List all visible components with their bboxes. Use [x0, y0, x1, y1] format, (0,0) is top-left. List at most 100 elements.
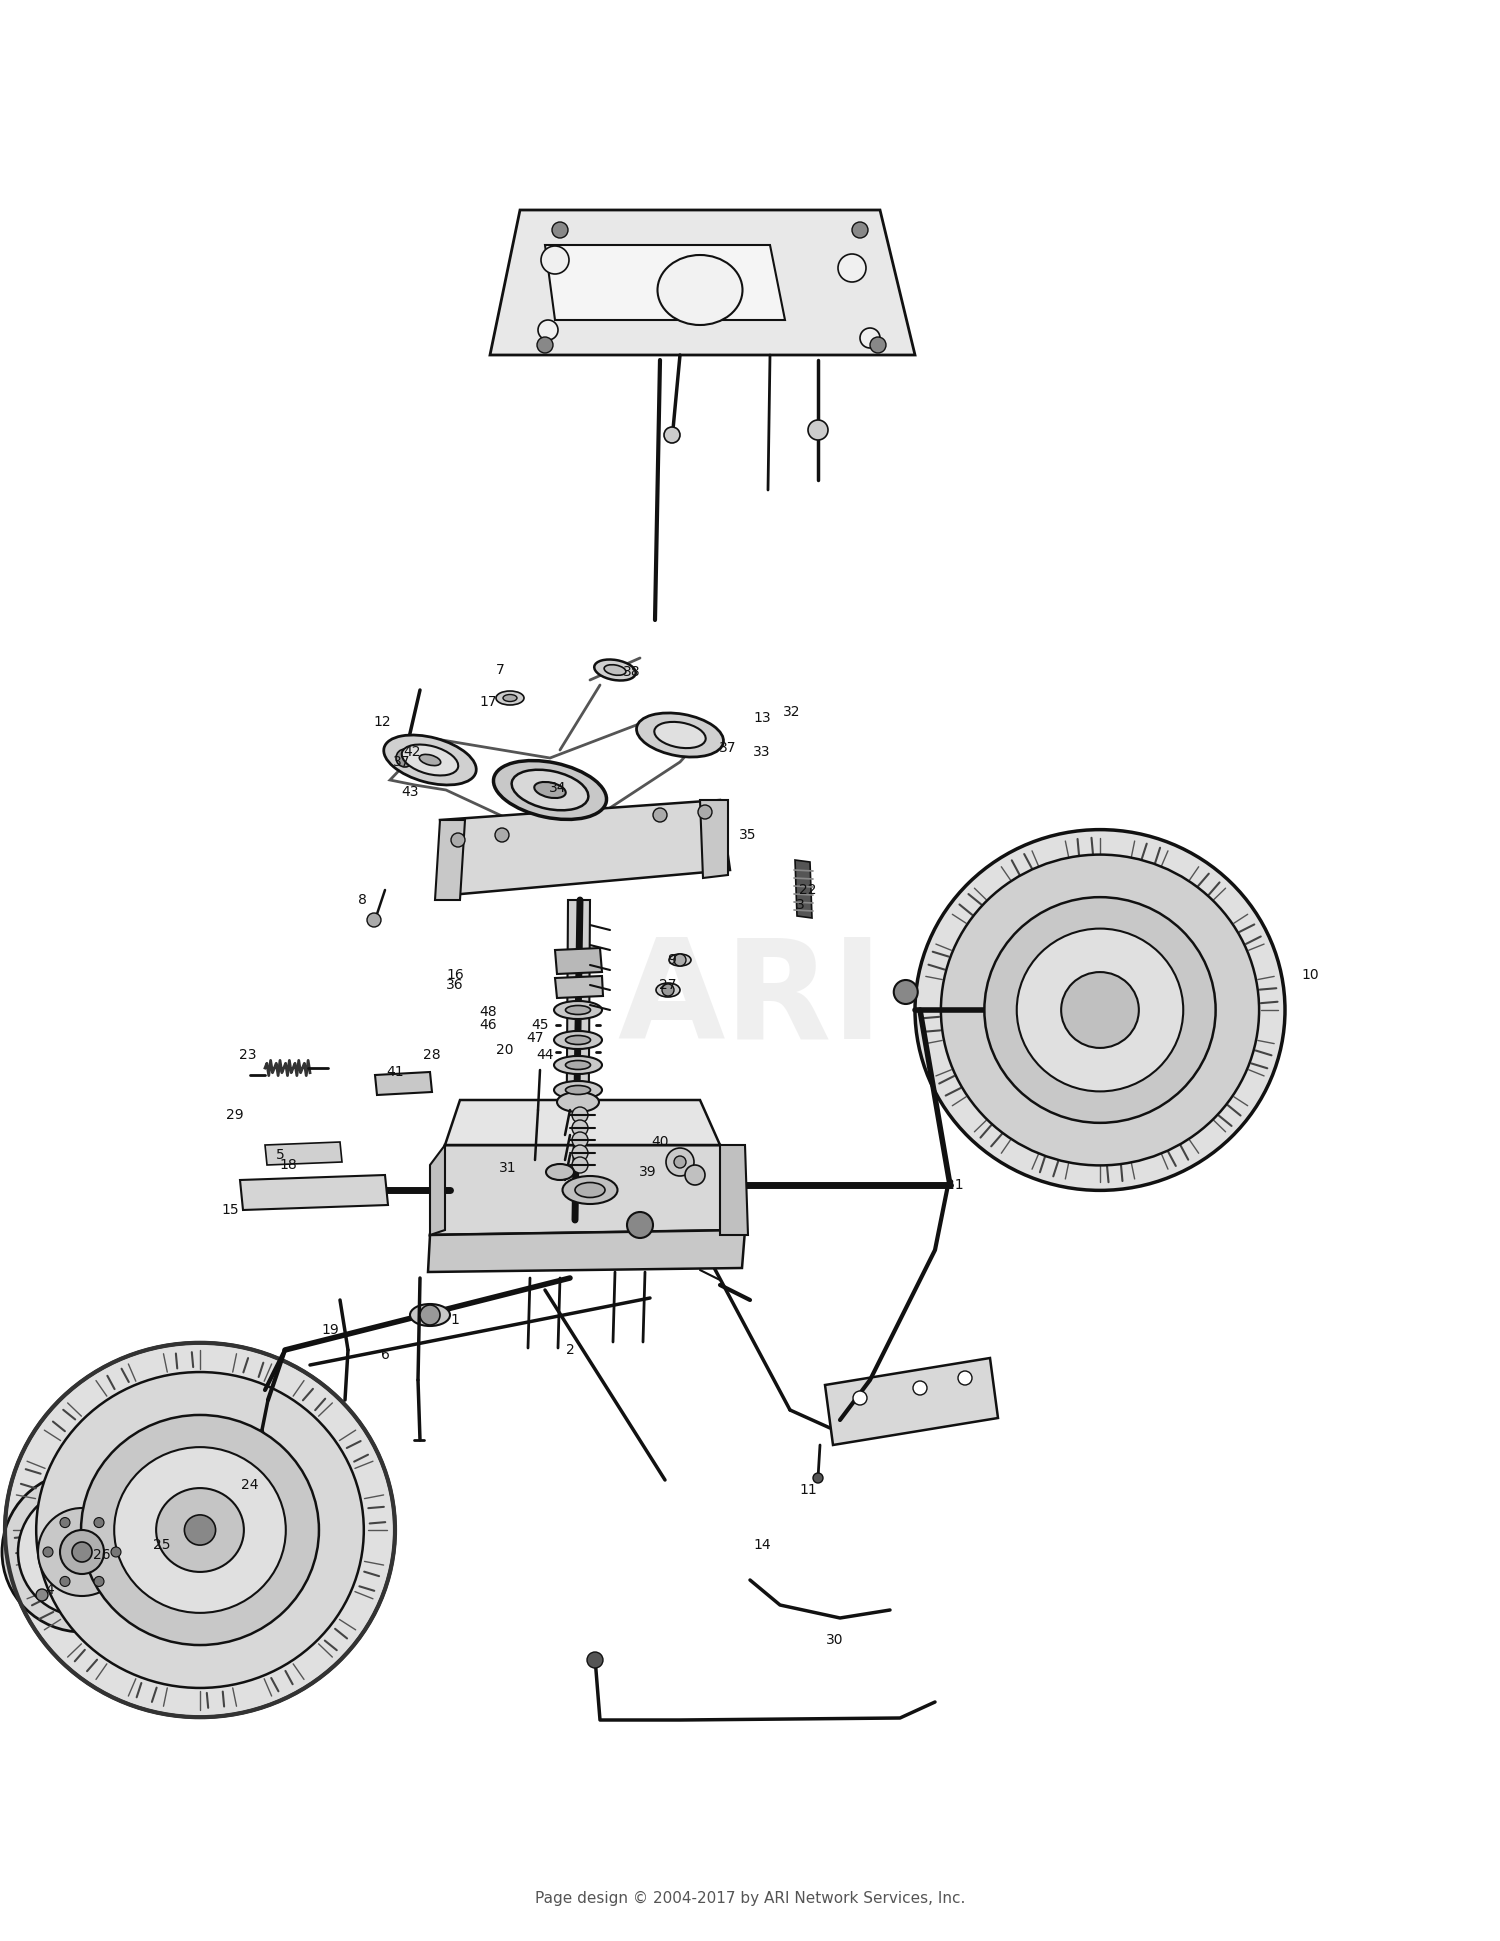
Text: 15: 15: [220, 1203, 238, 1217]
Polygon shape: [555, 976, 603, 998]
Circle shape: [627, 1211, 652, 1238]
Text: 37: 37: [720, 741, 736, 755]
Text: 35: 35: [740, 829, 756, 842]
Circle shape: [852, 221, 868, 239]
Circle shape: [36, 1590, 48, 1601]
Circle shape: [859, 328, 880, 347]
Text: 26: 26: [93, 1549, 111, 1563]
Circle shape: [552, 221, 568, 239]
Ellipse shape: [534, 782, 566, 798]
Ellipse shape: [669, 953, 692, 967]
Polygon shape: [240, 1174, 388, 1209]
Ellipse shape: [554, 1081, 602, 1099]
Ellipse shape: [562, 1176, 618, 1203]
Ellipse shape: [554, 1002, 602, 1019]
Circle shape: [572, 1157, 588, 1172]
Text: 17: 17: [478, 695, 496, 708]
Ellipse shape: [554, 1056, 602, 1073]
Text: 47: 47: [526, 1031, 543, 1044]
Ellipse shape: [184, 1514, 216, 1545]
Text: 36: 36: [446, 978, 464, 992]
Text: 25: 25: [153, 1537, 171, 1553]
Circle shape: [662, 984, 674, 996]
Circle shape: [572, 1132, 588, 1147]
Text: 14: 14: [753, 1537, 771, 1553]
Circle shape: [698, 806, 712, 819]
Text: 2: 2: [566, 1343, 574, 1357]
Ellipse shape: [410, 1304, 450, 1326]
Circle shape: [664, 427, 680, 443]
Polygon shape: [555, 947, 602, 974]
Circle shape: [94, 1518, 104, 1528]
Text: 29: 29: [226, 1108, 244, 1122]
Text: 34: 34: [549, 780, 567, 796]
Polygon shape: [544, 245, 784, 320]
Circle shape: [572, 1106, 588, 1124]
Text: 41: 41: [386, 1066, 404, 1079]
Text: 18: 18: [279, 1159, 297, 1172]
Ellipse shape: [503, 695, 518, 701]
Circle shape: [2, 1471, 162, 1632]
Circle shape: [94, 1576, 104, 1586]
Text: 11: 11: [800, 1483, 818, 1497]
Text: 31: 31: [500, 1161, 517, 1174]
Circle shape: [72, 1541, 92, 1563]
Circle shape: [538, 320, 558, 340]
Circle shape: [452, 833, 465, 846]
Text: Page design © 2004-2017 by ARI Network Services, Inc.: Page design © 2004-2017 by ARI Network S…: [536, 1891, 964, 1906]
Polygon shape: [375, 1071, 432, 1095]
Circle shape: [894, 980, 918, 1003]
Circle shape: [495, 829, 508, 842]
Text: 44: 44: [537, 1048, 554, 1062]
Circle shape: [368, 912, 381, 928]
Ellipse shape: [556, 1093, 598, 1112]
Polygon shape: [440, 800, 730, 895]
Circle shape: [572, 1120, 588, 1135]
Circle shape: [537, 338, 554, 353]
Text: 19: 19: [321, 1324, 339, 1337]
Text: 12: 12: [374, 714, 392, 730]
Text: 7: 7: [495, 664, 504, 677]
Text: 22: 22: [800, 883, 816, 897]
Ellipse shape: [566, 1060, 591, 1069]
Polygon shape: [430, 1145, 445, 1234]
Circle shape: [38, 1508, 126, 1596]
Ellipse shape: [574, 1182, 604, 1198]
Circle shape: [420, 1304, 440, 1326]
Text: 21: 21: [946, 1178, 964, 1192]
Text: 45: 45: [531, 1017, 549, 1033]
Ellipse shape: [494, 761, 606, 819]
Text: 1: 1: [450, 1312, 459, 1328]
Polygon shape: [795, 860, 812, 918]
Circle shape: [813, 1473, 824, 1483]
Circle shape: [60, 1530, 104, 1574]
Text: 8: 8: [357, 893, 366, 906]
Ellipse shape: [940, 854, 1258, 1165]
Polygon shape: [427, 1231, 746, 1271]
Text: 38: 38: [622, 666, 640, 679]
Circle shape: [18, 1489, 146, 1617]
Text: 20: 20: [496, 1042, 513, 1058]
Polygon shape: [700, 800, 727, 877]
Text: 42: 42: [404, 745, 420, 759]
Polygon shape: [266, 1141, 342, 1165]
Text: 30: 30: [827, 1632, 843, 1648]
Text: 27: 27: [660, 978, 676, 992]
Ellipse shape: [984, 897, 1215, 1122]
Text: 5: 5: [276, 1147, 285, 1163]
Circle shape: [674, 953, 686, 967]
Circle shape: [60, 1518, 70, 1528]
Text: 10: 10: [1300, 969, 1318, 982]
Ellipse shape: [554, 1031, 602, 1048]
Circle shape: [586, 1652, 603, 1667]
Text: ARI: ARI: [616, 932, 884, 1068]
Circle shape: [870, 338, 886, 353]
Ellipse shape: [496, 691, 523, 705]
Polygon shape: [490, 210, 915, 355]
Text: 3: 3: [795, 899, 804, 912]
Text: 4: 4: [45, 1584, 54, 1597]
Circle shape: [60, 1576, 70, 1586]
Ellipse shape: [546, 1165, 574, 1180]
Text: 28: 28: [423, 1048, 441, 1062]
Circle shape: [686, 1165, 705, 1186]
